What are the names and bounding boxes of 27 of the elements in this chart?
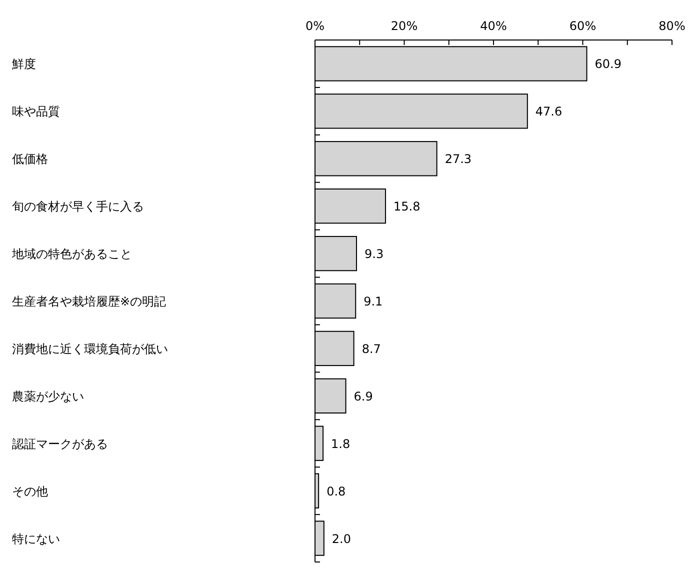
data-label: 47.6 (535, 104, 562, 119)
y-tick-label: 消費地に近く環境負荷が低い (12, 342, 168, 356)
data-label: 2.0 (332, 532, 352, 546)
data-label: 60.9 (594, 57, 622, 72)
data-label: 0.8 (326, 484, 346, 498)
xticks[2]: 20% (390, 19, 418, 33)
xticks[8]: 80% (658, 19, 686, 33)
data-label: 1.8 (331, 436, 350, 451)
y-tick-label: 旬の食材が早く手に入る (12, 200, 144, 214)
xticks[6]: 60% (569, 19, 596, 33)
xticks[4]: 40% (480, 19, 507, 33)
data-label: 6.9 (354, 389, 373, 404)
y-tick-label: 鮮度 (12, 57, 36, 72)
y-tick-label: 認証マークがある (12, 436, 108, 451)
y-tick-label: 低価格 (12, 152, 48, 166)
y-tick-label: 味や品質 (12, 104, 60, 119)
data-label: 15.8 (394, 200, 420, 214)
y-tick-label: 地域の特色があること (11, 247, 132, 262)
y-tick-label: 生産者名や栽培履歴※の明記 (12, 294, 166, 308)
data-label: 9.3 (364, 247, 384, 262)
data-label: 9.1 (364, 294, 383, 308)
data-label: 8.7 (362, 342, 381, 356)
xticks[0]: 0% (305, 19, 325, 33)
y-tick-label: 農薬が少ない (12, 389, 84, 404)
y-tick-label: その他 (12, 484, 48, 498)
y-tick-label: 特にない (12, 532, 60, 546)
data-label: 27.3 (444, 152, 472, 166)
